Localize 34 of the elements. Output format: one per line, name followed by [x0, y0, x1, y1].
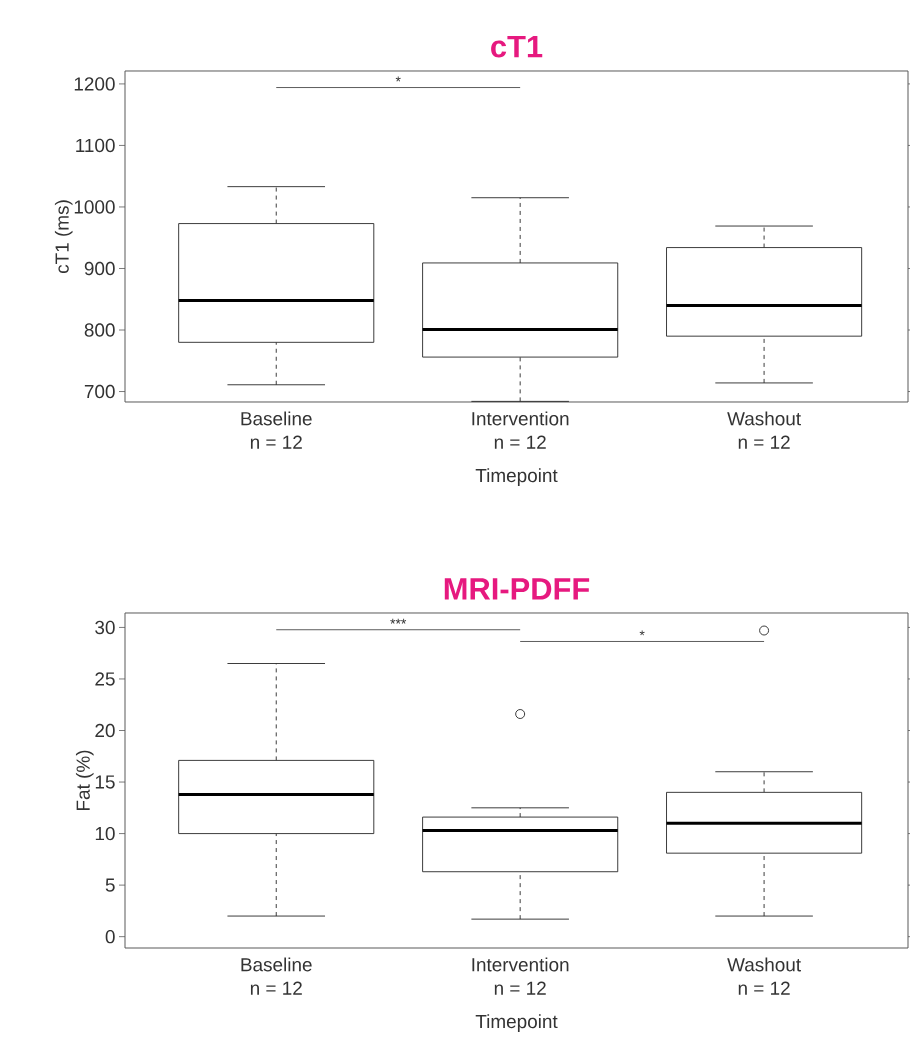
y-tick-label: 30: [95, 620, 115, 635]
y-tick-label: 1100: [76, 138, 115, 153]
x-axis-title: Timepoint: [475, 1014, 558, 1032]
chart-title: MRI-PDFF: [444, 578, 590, 600]
text: n = 12: [494, 981, 546, 995]
text: n = 12: [494, 435, 546, 449]
y-tick-label: 5: [105, 878, 115, 892]
x-tick-label: Washout: [727, 411, 801, 426]
y-axis-title: cT1 (ms): [54, 200, 73, 274]
annotation: *: [639, 630, 645, 636]
y-tick-label: 800: [84, 323, 115, 337]
x-tick-label: Intervention: [472, 957, 569, 972]
annotation: *: [395, 76, 401, 82]
y-axis-title: Fat (%): [75, 750, 94, 810]
y-tick-label: 700: [84, 384, 115, 399]
y-tick-label: 10: [95, 826, 115, 841]
chart-title: cT1: [491, 35, 543, 58]
y-tick-label: 1200: [74, 77, 115, 91]
y-tick-label: 25: [95, 672, 115, 686]
y-tick-label: 20: [95, 723, 115, 738]
text: n = 12: [738, 435, 790, 449]
annotation: ***: [390, 618, 407, 624]
text: n = 12: [250, 981, 302, 995]
x-axis-title: Timepoint: [475, 468, 558, 486]
text: n = 12: [738, 981, 790, 995]
x-tick-label: Washout: [727, 957, 801, 972]
x-tick-label: Baseline: [241, 411, 312, 426]
x-tick-label: Intervention: [472, 411, 569, 426]
y-tick-label: 900: [84, 261, 115, 276]
y-tick-label: 15: [95, 775, 115, 789]
text: n = 12: [250, 435, 302, 449]
y-tick-label: 1000: [74, 200, 115, 214]
y-tick-label: 0: [105, 929, 115, 944]
x-tick-label: Baseline: [241, 957, 312, 972]
